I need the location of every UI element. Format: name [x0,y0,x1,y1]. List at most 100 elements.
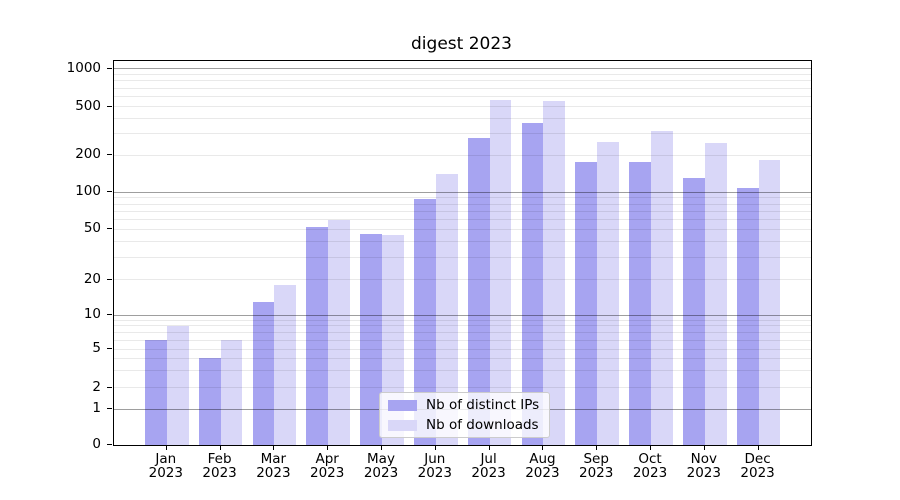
gridline-major-100 [114,191,811,193]
gridline-minor-90 [114,197,811,199]
y-tick-2 [107,386,112,388]
bar-nb-of-downloads-jul-2023 [489,100,512,445]
x-tick-jun-2023 [434,445,436,450]
gridline-major-10 [114,314,811,316]
bar-nb-of-distinct-ips-dec-2023 [736,187,759,445]
x-tick-label-jan-2023: Jan 2023 [148,451,183,481]
x-tick-label-feb-2023: Feb 2023 [202,451,237,481]
bar-nb-of-downloads-sep-2023 [597,142,619,445]
x-tick-may-2023 [381,445,382,450]
gridline-minor-4 [114,357,811,359]
legend-swatch-distinct-ips [388,399,417,411]
gridline-minor-30 [114,257,811,259]
x-tick-label-may-2023: May 2023 [363,451,399,481]
bar-nb-of-distinct-ips-jul-2023 [467,138,490,445]
bar-nb-of-downloads-apr-2023 [328,219,350,445]
y-tick-label-50: 50 [83,220,101,237]
x-tick-label-mar-2023: Mar 2023 [256,451,291,481]
y-tick-50 [107,228,112,230]
x-tick-label-nov-2023: Nov 2023 [686,451,721,481]
bar-nb-of-downloads-nov-2023 [704,143,727,445]
gridline-minor-70 [114,210,811,212]
x-tick-apr-2023 [327,445,329,450]
gridline-minor-60 [114,219,811,221]
gridline-minor-2 [114,387,811,389]
x-tick-label-jun-2023: Jun 2023 [417,451,452,481]
gridline-minor-600 [114,96,811,98]
bar-nb-of-distinct-ips-sep-2023 [575,162,598,445]
y-tick-10 [107,314,112,316]
y-tick-0 [107,444,112,445]
gridline-minor-5 [114,348,811,350]
x-tick-aug-2023 [542,445,544,450]
y-tick-label-500: 500 [75,97,101,114]
bar-nb-of-downloads-jan-2023 [166,325,189,445]
y-tick-label-200: 200 [75,146,101,163]
y-tick-label-5: 5 [92,340,101,356]
bar-nb-of-downloads-feb-2023 [220,340,243,445]
x-tick-jan-2023 [165,445,167,450]
gridline-minor-6 [114,339,811,341]
gridline-minor-50 [114,228,811,230]
bar-nb-of-downloads-mar-2023 [274,285,297,445]
y-tick-500 [107,105,112,107]
x-tick-dec-2023 [757,445,759,450]
x-tick-label-apr-2023: Apr 2023 [310,451,345,481]
gridline-minor-300 [114,133,811,135]
x-tick-jul-2023 [488,445,490,450]
gridline-minor-80 [114,203,811,205]
bar-nb-of-distinct-ips-may-2023 [360,233,382,445]
y-tick-5 [107,348,112,349]
chart-title: digest 2023 [411,34,512,54]
bar-nb-of-distinct-ips-apr-2023 [306,227,329,445]
y-tick-label-2: 2 [92,378,101,395]
bar-nb-of-distinct-ips-aug-2023 [521,122,544,445]
bar-nb-of-downloads-jun-2023 [435,174,458,445]
legend-label-distinct-ips: Nb of distinct IPs [426,397,540,413]
x-tick-label-aug-2023: Aug 2023 [525,451,560,481]
y-tick-label-100: 100 [75,183,101,200]
gridline-minor-500 [114,106,811,108]
y-tick-20 [107,278,112,280]
y-tick-label-10: 10 [83,306,101,323]
y-tick-label-20: 20 [83,270,101,287]
bar-nb-of-distinct-ips-oct-2023 [629,162,651,445]
y-tick-label-1: 1 [92,400,101,417]
bar-nb-of-downloads-dec-2023 [758,160,781,445]
y-tick-label-1000: 1000 [66,59,101,76]
legend-item-distinct-ips: Nb of distinct IPs [388,395,539,415]
legend-label-downloads: Nb of downloads [426,417,539,433]
plot-area: Nb of distinct IPs Nb of downloads [113,60,812,446]
y-tick-1 [107,408,112,410]
legend: Nb of distinct IPs Nb of downloads [379,392,551,438]
bar-nb-of-distinct-ips-nov-2023 [683,177,705,445]
x-tick-sep-2023 [596,445,598,450]
gridline-minor-7 [114,332,811,333]
gridline-minor-8 [114,325,811,327]
x-tick-oct-2023 [650,445,651,450]
y-tick-200 [107,154,112,156]
bar-nb-of-distinct-ips-feb-2023 [198,358,221,445]
gridline-minor-20 [114,279,811,281]
x-tick-feb-2023 [219,445,221,450]
legend-item-downloads: Nb of downloads [388,415,539,435]
x-tick-label-dec-2023: Dec 2023 [740,451,775,481]
y-tick-1000 [107,67,112,69]
bar-nb-of-distinct-ips-mar-2023 [252,301,275,445]
bar-nb-of-distinct-ips-jun-2023 [414,199,436,445]
x-tick-nov-2023 [703,445,705,450]
bar-nb-of-distinct-ips-jan-2023 [145,340,167,445]
x-tick-mar-2023 [273,445,275,450]
gridline-minor-400 [114,118,811,120]
gridline-minor-900 [114,73,811,75]
gridline-minor-200 [114,154,811,156]
y-tick-100 [107,191,112,193]
x-tick-label-oct-2023: Oct 2023 [632,451,668,481]
gridline-minor-3 [114,370,811,372]
gridline-minor-40 [114,241,811,243]
bar-nb-of-downloads-aug-2023 [543,100,566,445]
gridline-major-1000 [114,68,811,70]
y-tick-label-0: 0 [92,436,101,452]
gridline-minor-700 [114,87,811,89]
